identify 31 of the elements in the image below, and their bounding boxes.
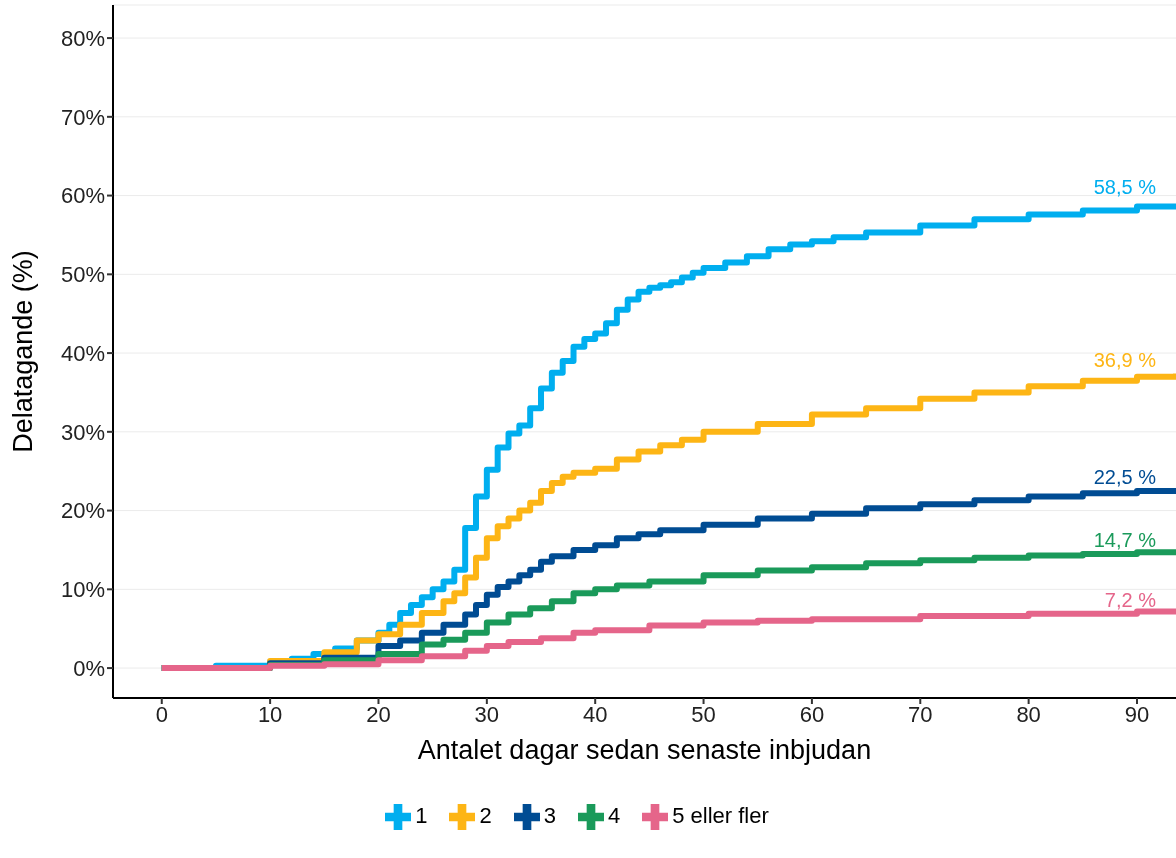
y-tick-label: 10%	[60, 577, 105, 603]
x-tick-label: 0	[155, 701, 168, 727]
y-tick-label: 60%	[60, 183, 105, 209]
y-tick-label: 80%	[60, 25, 105, 51]
x-axis-title: Antalet dagar sedan senaste inbjudan	[417, 735, 872, 766]
y-tick-label: 50%	[60, 262, 105, 288]
x-tick-label: 30	[474, 701, 500, 727]
y-tick-label: 70%	[60, 104, 105, 130]
annotation: 22,5 %	[1093, 465, 1157, 488]
legend-label: 2	[479, 803, 492, 828]
annotation: 14,7 %	[1093, 529, 1157, 552]
x-tick-label: 80	[1016, 701, 1041, 727]
annotation: 7,2 %	[1104, 589, 1157, 612]
legend-label: 3	[543, 803, 556, 828]
y-axis-title: Delatagande (%)	[7, 250, 38, 453]
legend-label: 1	[415, 803, 428, 828]
y-tick-label: 30%	[60, 419, 105, 445]
annotation: 58,5 %	[1093, 176, 1157, 199]
x-tick-label: 90	[1124, 701, 1150, 727]
y-tick-label: 20%	[60, 498, 105, 524]
x-tick-label: 10	[257, 701, 283, 727]
annotation: 36,9 %	[1093, 348, 1157, 371]
x-tick-label: 50	[691, 701, 716, 727]
x-tick-label: 60	[799, 701, 825, 727]
legend-label: 4	[607, 803, 621, 828]
y-tick-label: 40%	[60, 340, 105, 366]
x-tick-label: 70	[908, 701, 933, 727]
y-tick-label: 0%	[73, 655, 105, 681]
legend-label: 5 eller fler	[672, 803, 769, 828]
x-tick-label: 20	[366, 701, 391, 727]
x-tick-label: 40	[582, 701, 608, 727]
